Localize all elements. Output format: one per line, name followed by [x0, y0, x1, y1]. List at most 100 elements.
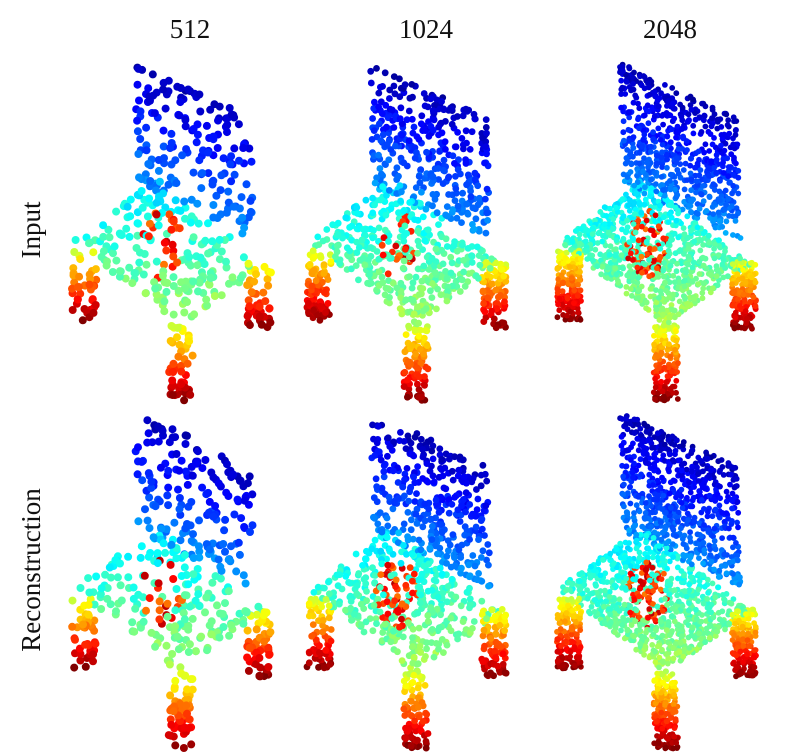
- point: [483, 210, 490, 217]
- point: [170, 282, 178, 290]
- point: [415, 685, 422, 692]
- point: [378, 137, 385, 144]
- point: [310, 307, 317, 314]
- point: [665, 253, 671, 259]
- point: [209, 133, 217, 141]
- point: [729, 203, 735, 209]
- point: [418, 112, 425, 119]
- point: [590, 231, 596, 237]
- point: [208, 237, 216, 245]
- point: [623, 161, 629, 167]
- point: [320, 617, 327, 624]
- point: [167, 561, 175, 569]
- point: [389, 107, 396, 114]
- point: [92, 573, 100, 581]
- point: [472, 170, 479, 177]
- point: [133, 244, 141, 252]
- point: [306, 659, 313, 666]
- point: [354, 582, 361, 589]
- point: [643, 197, 649, 203]
- point: [405, 619, 412, 626]
- point: [163, 642, 171, 650]
- point: [382, 621, 389, 628]
- point: [725, 173, 731, 179]
- point: [157, 525, 165, 533]
- point: [168, 541, 176, 549]
- point: [244, 627, 252, 635]
- point: [204, 250, 212, 258]
- point: [195, 542, 203, 550]
- point: [131, 605, 139, 613]
- point: [401, 438, 408, 445]
- point: [229, 471, 237, 479]
- point: [346, 224, 353, 231]
- point: [610, 216, 616, 222]
- point: [444, 243, 451, 250]
- point: [186, 640, 194, 648]
- point: [632, 211, 638, 217]
- point: [674, 167, 680, 173]
- point: [462, 156, 469, 163]
- point: [218, 291, 226, 299]
- point: [155, 438, 163, 446]
- point: [316, 649, 323, 656]
- point: [410, 474, 417, 481]
- point: [146, 220, 154, 228]
- point: [622, 91, 628, 97]
- point: [631, 183, 637, 189]
- point: [137, 107, 145, 115]
- point: [386, 294, 393, 301]
- point: [673, 218, 679, 224]
- point: [619, 252, 625, 258]
- point: [718, 124, 724, 130]
- point: [392, 243, 399, 250]
- point: [242, 580, 250, 588]
- point: [429, 587, 436, 594]
- point: [402, 348, 409, 355]
- point: [691, 296, 697, 302]
- point: [261, 297, 269, 305]
- point: [170, 360, 178, 368]
- point: [74, 283, 82, 291]
- point: [639, 270, 645, 276]
- point: [135, 173, 143, 181]
- point: [322, 647, 329, 654]
- point: [731, 118, 737, 124]
- point: [369, 234, 376, 241]
- point: [434, 551, 441, 558]
- point: [406, 137, 413, 144]
- point: [447, 615, 454, 622]
- point: [245, 260, 253, 268]
- point: [432, 269, 439, 276]
- point: [363, 597, 370, 604]
- point: [620, 266, 626, 272]
- point: [248, 158, 256, 166]
- point: [130, 595, 138, 603]
- point: [459, 276, 466, 283]
- point: [403, 230, 410, 237]
- point: [184, 580, 192, 588]
- point: [164, 501, 172, 509]
- point: [400, 634, 407, 641]
- point: [642, 85, 648, 91]
- point: [422, 682, 429, 689]
- point: [706, 148, 712, 154]
- point: [379, 110, 386, 117]
- point: [403, 296, 410, 303]
- point: [433, 306, 440, 313]
- point: [480, 300, 487, 307]
- point: [498, 266, 505, 273]
- point: [189, 570, 197, 578]
- point: [407, 484, 414, 491]
- point: [439, 636, 446, 643]
- point: [729, 281, 735, 287]
- point: [716, 237, 722, 243]
- point: [186, 603, 194, 611]
- point: [410, 297, 417, 304]
- point: [390, 468, 397, 475]
- point: [682, 278, 688, 284]
- point: [422, 653, 429, 660]
- point: [443, 560, 450, 567]
- point-clouds: [68, 62, 759, 752]
- point: [451, 160, 458, 167]
